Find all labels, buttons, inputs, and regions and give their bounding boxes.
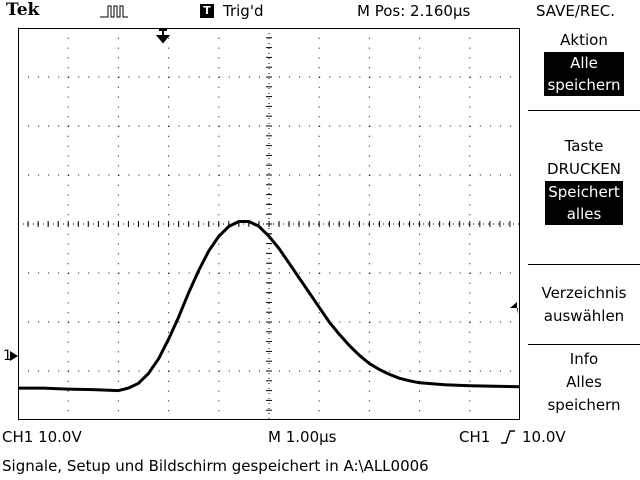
ch1-scale-readout: CH1 10.0V	[2, 428, 82, 446]
trigger-source-readout: CH1	[459, 428, 491, 446]
waveform-display	[18, 28, 520, 420]
side-menu: Aktion Alle speichern Taste DRUCKEN Spei…	[528, 22, 640, 422]
menu-item-aktion[interactable]: Aktion Alle speichern	[528, 29, 640, 97]
menu-divider	[528, 110, 640, 111]
menu-item-aktion-value: Alle speichern	[544, 52, 624, 96]
menu-item-info[interactable]: Info Alles speichern	[528, 348, 640, 417]
horizontal-position-readout: M Pos: 2.160µs	[357, 2, 471, 20]
ch1-ground-arrow-icon	[10, 351, 18, 361]
menu-item-taste-value-line2: alles	[566, 205, 602, 223]
trigger-level-marker-icon	[510, 302, 518, 314]
menu-item-taste-value-line1: Speichert	[548, 183, 620, 201]
menu-item-verzeichnis-line1: Verzeichnis	[541, 284, 627, 302]
rising-edge-icon	[501, 430, 515, 444]
acquisition-run-icon	[100, 5, 128, 18]
ch1-waveform-trace	[18, 220, 520, 393]
menu-item-aktion-title: Aktion	[560, 31, 608, 49]
trigger-status: Trig'd	[223, 2, 264, 20]
menu-item-taste-title-line2: DRUCKEN	[547, 160, 621, 178]
menu-item-info-line2: Alles	[566, 373, 602, 391]
menu-item-verzeichnis[interactable]: Verzeichnis auswählen	[528, 282, 640, 328]
graticule	[18, 28, 520, 420]
menu-item-info-line3: speichern	[547, 396, 621, 414]
trigger-level-readout: 10.0V	[522, 428, 566, 446]
menu-item-info-line1: Info	[569, 350, 599, 368]
menu-title: SAVE/REC.	[536, 2, 616, 20]
timebase-readout: M 1.00µs	[268, 428, 337, 446]
menu-divider	[528, 344, 640, 345]
menu-item-verzeichnis-line2: auswählen	[543, 307, 625, 325]
menu-item-aktion-value-line1: Alle	[570, 54, 598, 72]
trigger-position-marker-icon	[155, 29, 171, 44]
menu-item-taste-value: Speichert alles	[545, 181, 623, 225]
menu-divider	[528, 264, 640, 265]
menu-item-aktion-value-line2: speichern	[547, 76, 621, 94]
bottom-readout-bar: CH1 10.0V M 1.00µs CH1 10.0V Signale, Se…	[0, 424, 640, 480]
ch1-ground-marker: 1	[3, 348, 12, 364]
menu-item-taste-title-line1: Taste	[564, 137, 604, 155]
brand-logo: Tek	[6, 0, 40, 20]
status-message: Signale, Setup und Bildschirm gespeicher…	[2, 457, 429, 475]
trigger-indicator-icon: T	[200, 4, 214, 18]
top-status-bar: Tek T Trig'd M Pos: 2.160µs SAVE/REC.	[0, 0, 640, 22]
menu-item-taste-drucken[interactable]: Taste DRUCKEN Speichert alles	[528, 135, 640, 226]
